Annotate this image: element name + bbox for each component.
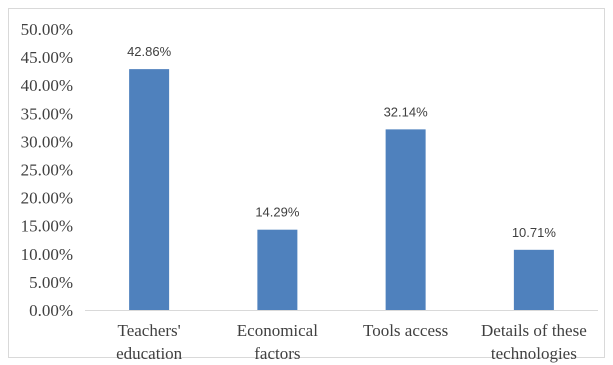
x-axis: Teachers' education Economical factors Tools… [85, 310, 598, 363]
y-tick-label: 30.00% [21, 132, 73, 151]
chart-frame [8, 8, 605, 358]
y-tick-label: 0.00% [29, 301, 73, 320]
x-tick-label: factors [254, 344, 300, 363]
data-label: 42.86% [127, 44, 172, 59]
y-tick-label: 35.00% [21, 104, 73, 123]
y-axis: 0.00% 5.00% 10.00% 15.00% 20.00% 25.00% 30.00%… [21, 20, 73, 320]
data-labels: 42.86% 14.29% 32.14% 10.71% [127, 44, 556, 240]
y-tick-label: 50.00% [21, 20, 73, 39]
x-tick-label: Tools access [363, 321, 448, 340]
data-label: 10.71% [512, 225, 557, 240]
x-tick-label: Teachers' [118, 321, 181, 340]
x-tick-label: education [116, 344, 183, 363]
bars [129, 69, 554, 310]
y-tick-label: 20.00% [21, 189, 73, 208]
y-tick-label: 10.00% [21, 245, 73, 264]
y-tick-label: 40.00% [21, 76, 73, 95]
bar [385, 129, 426, 310]
data-label: 32.14% [384, 104, 429, 119]
y-tick-label: 25.00% [21, 161, 73, 180]
y-tick-label: 15.00% [21, 217, 73, 236]
x-tick-label: Economical [237, 321, 318, 340]
bar [513, 249, 554, 310]
y-tick-label: 5.00% [29, 273, 73, 292]
y-tick-label: 45.00% [21, 48, 73, 67]
x-tick-label: technologies [491, 344, 577, 363]
bar [257, 229, 298, 310]
bar [129, 69, 170, 310]
data-label: 14.29% [255, 205, 300, 220]
x-tick-label: Details of these [481, 321, 587, 340]
